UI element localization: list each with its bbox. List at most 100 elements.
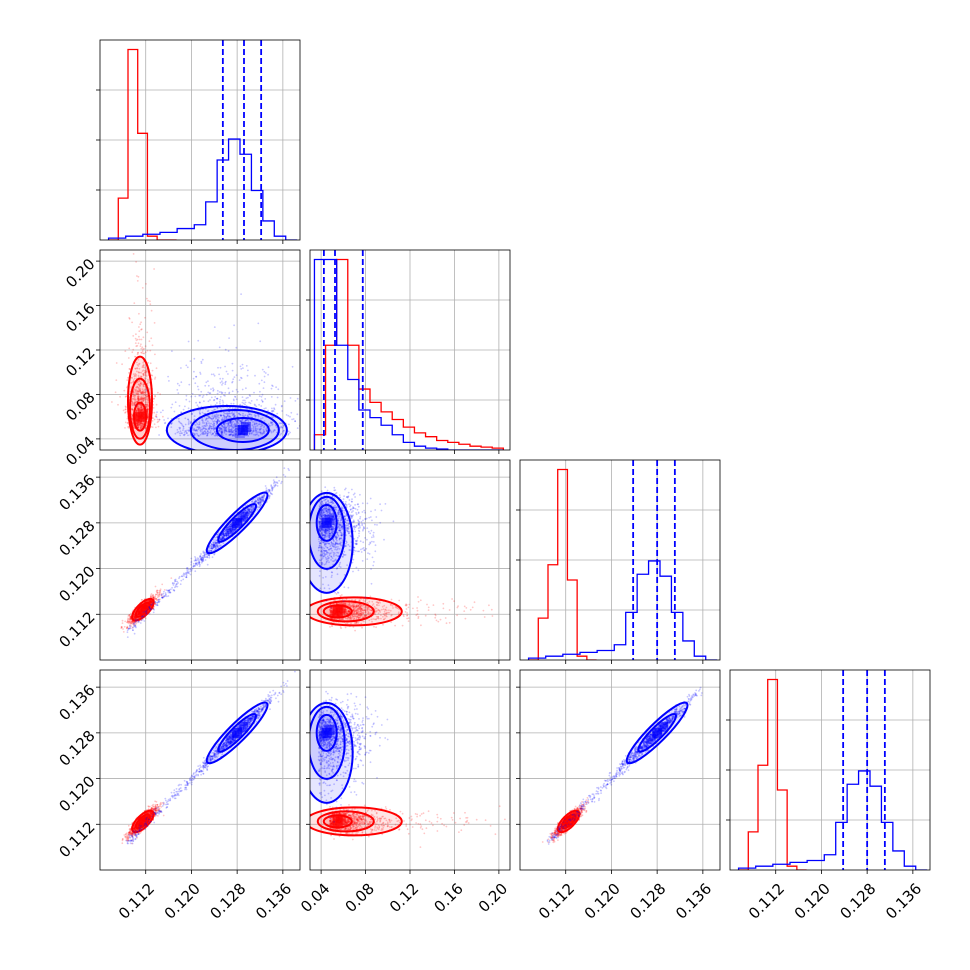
- scatter-point: [283, 467, 286, 469]
- scatter-point: [337, 421, 339, 423]
- panel-1-0: [100, 250, 339, 450]
- scatter-point: [282, 425, 285, 427]
- scatter-point: [133, 615, 136, 618]
- scatter-point: [401, 624, 404, 627]
- scatter-point: [193, 432, 195, 435]
- scatter-point: [225, 534, 228, 537]
- scatter-point: [129, 618, 131, 620]
- scatter-point: [207, 380, 209, 383]
- scatter-point: [146, 399, 149, 402]
- scatter-point: [205, 418, 208, 420]
- scatter-point: [219, 427, 222, 429]
- scatter-point: [133, 616, 136, 619]
- scatter-point: [258, 503, 261, 505]
- scatter-point: [261, 432, 264, 435]
- scatter-point: [248, 413, 251, 416]
- scatter-point: [196, 423, 199, 425]
- scatter-point: [229, 433, 232, 436]
- scatter-point: [287, 467, 290, 470]
- scatter-point: [287, 414, 290, 417]
- scatter-point: [417, 596, 419, 598]
- scatter-point: [202, 556, 205, 559]
- scatter-point: [145, 394, 148, 396]
- scatter-point: [192, 565, 195, 568]
- scatter-point: [153, 418, 156, 421]
- scatter-point: [232, 433, 235, 436]
- scatter-point: [133, 374, 136, 377]
- scatter-point: [137, 371, 140, 374]
- scatter-point: [123, 389, 126, 392]
- scatter-point: [129, 624, 131, 627]
- scatter-point: [144, 316, 146, 319]
- scatter-point: [221, 430, 223, 433]
- scatter-point: [124, 411, 127, 413]
- scatter-point: [265, 429, 268, 432]
- scatter-point: [227, 387, 230, 390]
- scatter-point: [193, 429, 195, 431]
- scatter-point: [137, 383, 140, 386]
- scatter-point: [142, 391, 145, 394]
- histogram-step: [107, 138, 298, 240]
- scatter-point: [206, 424, 208, 427]
- scatter-point: [249, 402, 252, 405]
- scatter-point: [229, 525, 232, 528]
- scatter-point: [144, 374, 147, 377]
- scatter-point: [146, 406, 149, 409]
- scatter-point: [229, 528, 232, 531]
- scatter-point: [221, 425, 224, 428]
- scatter-point: [208, 426, 211, 429]
- scatter-point: [152, 611, 155, 614]
- scatter-point: [156, 593, 159, 596]
- scatter-point: [219, 402, 221, 405]
- scatter-point: [140, 338, 143, 341]
- scatter-point: [268, 488, 271, 491]
- scatter-point: [239, 420, 242, 422]
- scatter-point: [221, 380, 223, 383]
- scatter-point: [137, 422, 139, 424]
- scatter-point: [283, 400, 286, 402]
- scatter-point: [157, 425, 160, 428]
- scatter-point: [153, 397, 156, 400]
- scatter-point: [171, 582, 174, 584]
- scatter-point: [176, 382, 179, 385]
- scatter-point: [131, 407, 133, 410]
- scatter-point: [221, 417, 224, 419]
- scatter-point: [260, 423, 263, 426]
- scatter-point: [220, 392, 223, 395]
- scatter-point: [202, 431, 205, 433]
- scatter-point: [141, 346, 144, 349]
- scatter-point: [133, 402, 136, 405]
- scatter-point: [126, 620, 129, 622]
- scatter-point: [150, 593, 153, 595]
- scatter-point: [202, 433, 205, 436]
- scatter-point: [263, 370, 266, 373]
- scatter-point: [219, 428, 222, 430]
- scatter-point: [221, 430, 223, 433]
- scatter-point: [178, 384, 181, 387]
- scatter-point: [146, 398, 148, 401]
- scatter-point: [136, 393, 139, 395]
- scatter-point: [158, 593, 161, 596]
- scatter-point: [140, 328, 143, 331]
- scatter-point: [227, 424, 230, 427]
- scatter-point: [252, 427, 255, 429]
- scatter-point: [228, 424, 231, 427]
- scatter-point: [207, 417, 210, 420]
- scatter-point: [252, 429, 255, 431]
- scatter-point: [214, 414, 217, 417]
- scatter-point: [132, 626, 134, 629]
- scatter-point: [156, 602, 159, 604]
- scatter-point: [225, 426, 227, 429]
- scatter-point: [155, 598, 158, 600]
- scatter-point: [242, 367, 244, 369]
- scatter-point: [214, 545, 217, 547]
- scatter-point: [227, 423, 230, 425]
- scatter-point: [137, 398, 140, 400]
- scatter-point: [216, 545, 219, 548]
- scatter-point: [136, 409, 138, 412]
- scatter-point: [163, 595, 166, 598]
- scatter-point: [233, 434, 236, 437]
- scatter-point: [198, 423, 201, 425]
- scatter-point: [141, 287, 144, 289]
- scatter-point: [140, 343, 142, 346]
